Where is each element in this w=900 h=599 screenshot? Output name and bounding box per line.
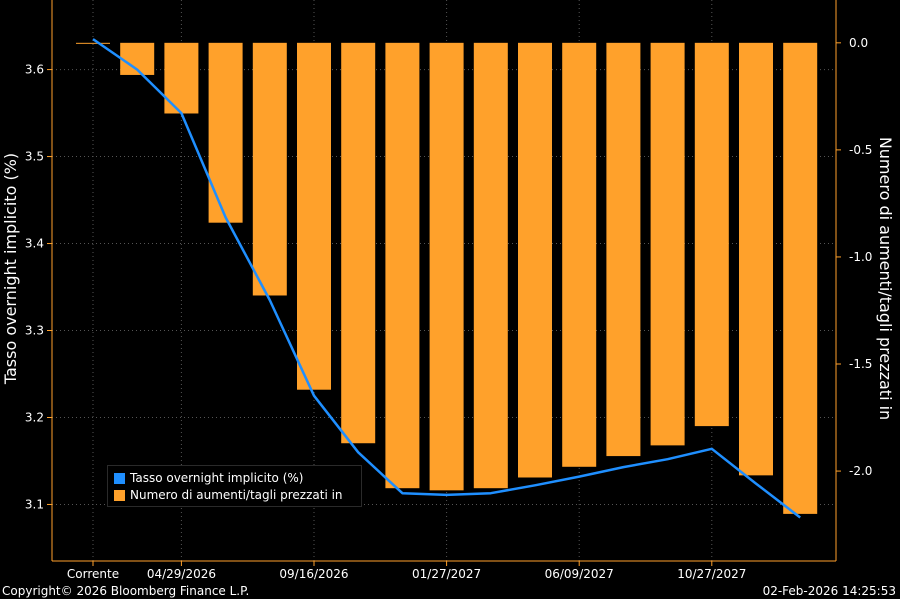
left-tick-label: 3.2: [25, 410, 44, 424]
right-tick-label: 0.0: [849, 36, 868, 50]
x-tick-label: 06/09/2027: [545, 567, 614, 581]
x-tick-label: Corrente: [67, 567, 119, 581]
legend-item-bar: Numero di aumenti/tagli prezzati in: [114, 487, 355, 503]
line-series: [92, 38, 801, 519]
bar: [694, 42, 729, 427]
bar: [341, 42, 376, 444]
bar: [606, 42, 641, 457]
bar: [473, 42, 508, 489]
bar: [429, 42, 464, 491]
bar: [562, 42, 597, 467]
bar: [297, 42, 331, 390]
legend-label-bar: Numero di aumenti/tagli prezzati in: [130, 488, 343, 502]
left-axis-title: Tasso overnight implicito (%): [1, 153, 20, 385]
left-tick-label: 3.5: [25, 150, 44, 164]
bar: [650, 42, 685, 446]
bar-series: [76, 42, 818, 514]
legend-swatch-bar: [114, 489, 125, 501]
x-tick-label: 10/27/2027: [677, 567, 746, 581]
left-tick-label: 3.4: [25, 237, 44, 251]
bar: [252, 42, 287, 296]
right-tick-label: -1.0: [849, 250, 872, 264]
copyright-text: Copyright© 2026 Bloomberg Finance L.P.: [2, 584, 250, 598]
left-tick-label: 3.3: [25, 324, 44, 338]
right-axis-title: Numero di aumenti/tagli prezzati in: [876, 137, 895, 420]
right-tick-label: -1.5: [849, 357, 872, 371]
right-tick-label: -0.5: [849, 143, 872, 157]
bar: [739, 42, 773, 476]
bar: [76, 42, 110, 44]
timestamp-text: 02-Feb-2026 14:25:53: [762, 584, 896, 598]
bar: [518, 42, 552, 478]
x-tick-label: 01/27/2027: [412, 567, 481, 581]
legend-swatch-line: [114, 472, 125, 484]
legend: Tasso overnight implicito (%) Numero di …: [107, 465, 362, 507]
x-tick-label: 04/29/2026: [147, 567, 216, 581]
line-path: [92, 38, 801, 519]
axes: 3.1 3.2 3.3 3.4 3.5 3.6 0.0 -0.5 -1.0 -1.5 -2.0 Cor…: [1, 0, 895, 581]
legend-item-line: Tasso overnight implicito (%): [114, 470, 355, 486]
right-tick-label: -2.0: [849, 464, 872, 478]
bar: [385, 42, 420, 489]
bar: [208, 42, 243, 223]
left-tick-label: 3.6: [25, 63, 44, 77]
left-tick-label: 3.1: [25, 497, 44, 511]
bar: [783, 42, 818, 514]
x-tick-label: 09/16/2026: [279, 567, 348, 581]
legend-label-line: Tasso overnight implicito (%): [130, 471, 304, 485]
